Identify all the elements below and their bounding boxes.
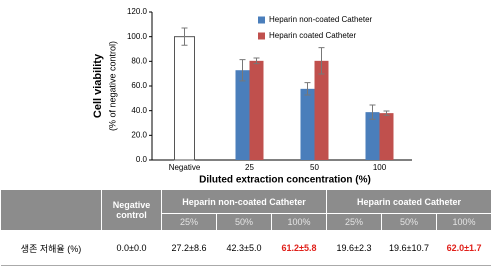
bar	[235, 70, 250, 160]
subheader-cell: 100%	[436, 213, 491, 231]
bar	[174, 36, 195, 161]
error-bar	[304, 82, 311, 96]
error-bar	[253, 57, 260, 65]
subheader-cell: 25%	[326, 213, 383, 231]
legend-label: Heparin coated Catheter	[269, 31, 357, 40]
y-tick-label: 100.0	[127, 32, 148, 41]
error-bar	[181, 27, 188, 46]
subheader-cell: 25%	[161, 213, 217, 231]
cell: 42.3±5.0	[216, 230, 272, 266]
row-label: 생존 저해율 (%)	[0, 230, 102, 266]
result-table: Negative control Heparin non-coated Cath…	[0, 189, 491, 266]
error-bar	[383, 110, 390, 116]
cell: 27.2±8.6	[161, 230, 217, 266]
y-tick-label: 20.0	[131, 130, 147, 139]
legend-swatch	[258, 16, 265, 24]
y-tick-label: 120.0	[127, 7, 148, 16]
bar	[379, 113, 394, 160]
x-axis-title: Diluted extraction concentration (%)	[199, 175, 371, 186]
x-tick-label: Negative	[169, 163, 201, 172]
cell: 62.0±1.7	[436, 230, 491, 266]
cell: 61.2±5.8	[271, 230, 327, 266]
legend-swatch	[258, 32, 265, 40]
x-tick-label: 100	[373, 163, 387, 172]
bar	[365, 112, 380, 160]
error-bar	[239, 59, 246, 82]
y-tick-label: 60.0	[131, 81, 147, 90]
corner-cell	[0, 189, 102, 231]
header-cell: Heparin non-coated Catheter	[160, 189, 328, 214]
y-axis-title: Cell viability	[92, 53, 104, 118]
x-tick-label: 25	[245, 163, 254, 172]
chart: Cell viability (% of negative control) D…	[92, 7, 412, 186]
y-axis-subtitle: (% of negative control)	[107, 41, 117, 131]
bar	[314, 60, 329, 161]
subheader-cell: 50%	[216, 213, 272, 231]
cell: 19.6±2.3	[326, 230, 382, 266]
x-tick-label: 50	[310, 163, 319, 172]
error-bar	[369, 104, 376, 120]
cell: 0.0±0.0	[101, 230, 162, 266]
data-row: 생존 저해율 (%) 0.0±0.0 27.2±8.6 42.3±5.0 61.…	[0, 230, 491, 266]
y-tick-label: 80.0	[131, 56, 147, 65]
y-tick-label: 0.0	[136, 155, 148, 164]
cell: 19.6±10.7	[381, 230, 437, 266]
error-bar	[318, 47, 325, 75]
header-row: Negative control Heparin non-coated Cath…	[0, 189, 491, 231]
bar	[300, 88, 315, 160]
header-cell: Heparin coated Catheter	[326, 189, 491, 214]
subheader-cell: 100%	[270, 213, 328, 231]
header-cell: Negative control	[101, 189, 162, 231]
y-tick-label: 40.0	[131, 106, 147, 115]
legend-label: Heparin non-coated Catheter	[269, 15, 373, 24]
bar	[249, 60, 264, 161]
subheader-cell: 50%	[381, 213, 438, 231]
